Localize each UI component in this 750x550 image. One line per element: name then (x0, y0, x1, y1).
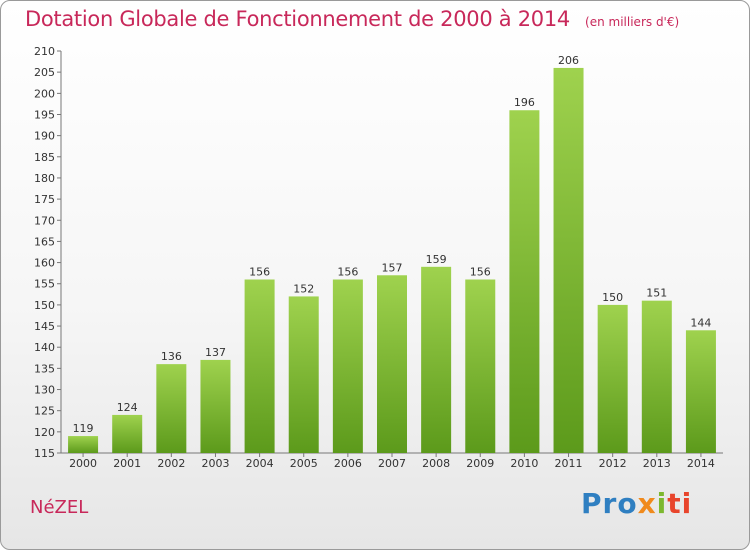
bar-2008 (421, 266, 452, 453)
value-label-2000: 119 (73, 422, 94, 435)
x-tick-label-2009: 2009 (466, 457, 494, 470)
value-label-2004: 156 (249, 266, 270, 279)
y-tick-label: 135 (34, 362, 55, 375)
y-tick-label: 145 (34, 320, 55, 333)
value-label-2010: 196 (514, 96, 535, 109)
value-label-2014: 144 (690, 316, 711, 329)
logo-part-4: ti (667, 487, 693, 520)
x-tick-label-2002: 2002 (157, 457, 185, 470)
y-tick-label: 195 (34, 108, 55, 121)
value-label-2012: 150 (602, 291, 623, 304)
x-tick-label-2010: 2010 (510, 457, 538, 470)
bar-2005 (288, 296, 319, 453)
bar-2009 (465, 279, 496, 453)
bar-2002 (156, 364, 187, 453)
bar-2006 (332, 279, 363, 453)
proxiti-logo[interactable]: Proxiti (581, 487, 692, 520)
y-tick-label: 175 (34, 193, 55, 206)
bar-2010 (509, 110, 540, 454)
bar-2003 (200, 359, 231, 453)
value-label-2011: 206 (558, 54, 579, 67)
title-row: Dotation Globale de Fonctionnement de 20… (25, 7, 679, 31)
y-tick-label: 180 (34, 172, 55, 185)
value-label-2002: 136 (161, 350, 182, 363)
logo-part-3: i (656, 487, 668, 520)
bar-2007 (377, 275, 407, 453)
x-tick-label-2006: 2006 (334, 457, 362, 470)
bar-2000 (68, 436, 99, 453)
y-tick-label: 210 (34, 45, 55, 58)
commune-name: NéZEL (30, 497, 89, 518)
x-tick-label-2012: 2012 (599, 457, 627, 470)
y-tick-label: 130 (34, 384, 55, 397)
bars-group: 119 124 136 137 156 152 156 157 159 156 196 206 150 1… (68, 54, 716, 454)
x-tick-label-2000: 2000 (69, 457, 97, 470)
x-tick-label-2003: 2003 (201, 457, 229, 470)
x-tick-label-2011: 2011 (555, 457, 583, 470)
chart-unit: (en milliers d'€) (585, 15, 680, 29)
bar-2011 (553, 67, 584, 453)
value-label-2008: 159 (426, 253, 447, 266)
y-tick-label: 185 (34, 151, 55, 164)
x-tick-label-2007: 2007 (378, 457, 406, 470)
x-tick-label-2004: 2004 (246, 457, 274, 470)
y-tick-label: 165 (34, 235, 55, 248)
chart-title: Dotation Globale de Fonctionnement de 20… (25, 7, 570, 31)
bar-2004 (244, 279, 275, 453)
bar-2014 (685, 330, 716, 453)
logo-part-2: x (637, 487, 657, 520)
x-tick-label-2005: 2005 (290, 457, 318, 470)
y-tick-label: 125 (34, 405, 55, 418)
value-label-2013: 151 (646, 287, 667, 300)
x-tick-label-2001: 2001 (113, 457, 141, 470)
value-label-2005: 152 (293, 282, 314, 295)
y-tick-label: 140 (34, 341, 55, 354)
value-label-2009: 156 (470, 266, 491, 279)
bar-2013 (641, 300, 672, 453)
y-tick-label: 150 (34, 299, 55, 312)
value-label-2001: 124 (117, 401, 138, 414)
y-tick-label: 170 (34, 214, 55, 227)
value-label-2007: 157 (382, 261, 403, 274)
y-tick-label: 190 (34, 130, 55, 143)
bar-2001 (112, 414, 143, 453)
axes: 115 120 125 130 135 140 145 150 155 160 165 170 175 1… (34, 45, 723, 470)
value-label-2003: 137 (205, 346, 226, 359)
x-tick-label-2008: 2008 (422, 457, 450, 470)
y-tick-label: 120 (34, 426, 55, 439)
bar-2012 (597, 304, 628, 453)
y-tick-label: 205 (34, 66, 55, 79)
logo-part-1: Pro (581, 487, 638, 520)
y-tick-label: 115 (34, 447, 55, 460)
y-tick-label: 200 (34, 87, 55, 100)
value-label-2006: 156 (337, 266, 358, 279)
x-tick-label-2013: 2013 (643, 457, 671, 470)
y-tick-label: 160 (34, 257, 55, 270)
y-tick-label: 155 (34, 278, 55, 291)
x-tick-label-2014: 2014 (687, 457, 715, 470)
